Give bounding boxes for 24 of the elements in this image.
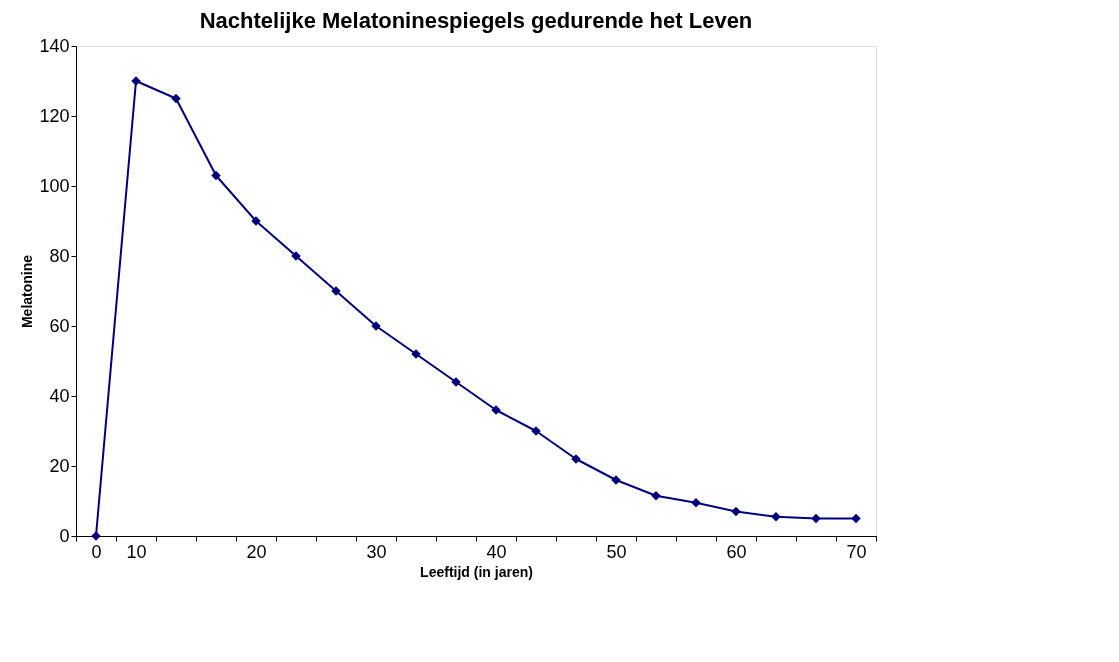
y-tick-label: 20 bbox=[49, 455, 70, 476]
y-tick-label: 140 bbox=[39, 35, 70, 56]
x-tick-label: 40 bbox=[486, 541, 507, 562]
y-tick-label: 60 bbox=[49, 315, 70, 336]
y-tick-label: 80 bbox=[49, 245, 70, 266]
y-tick-label: 0 bbox=[59, 525, 70, 546]
x-tick-label: 70 bbox=[846, 541, 867, 562]
point bbox=[811, 513, 821, 524]
x-tick-label: 30 bbox=[366, 541, 387, 562]
y-tick-label: 120 bbox=[39, 105, 70, 126]
y-axis-title: Melatonine bbox=[19, 254, 36, 329]
y-tick-label: 100 bbox=[39, 175, 70, 196]
x-tick-label: 50 bbox=[606, 541, 627, 562]
x-axis-title: Leeftijd (in jaren) bbox=[420, 563, 533, 580]
point bbox=[731, 506, 741, 517]
point bbox=[211, 170, 221, 181]
chart-title: Nachtelijke Melatoninespiegels gedurende het Leven bbox=[199, 8, 753, 33]
x-tick-label: 20 bbox=[246, 541, 267, 562]
x-tick-label: 60 bbox=[726, 541, 747, 562]
x-tick-label: 0 bbox=[91, 541, 102, 562]
y-tick-label: 40 bbox=[49, 385, 70, 406]
x-tick-label: 10 bbox=[126, 541, 147, 562]
point bbox=[851, 513, 861, 524]
point bbox=[171, 93, 181, 104]
